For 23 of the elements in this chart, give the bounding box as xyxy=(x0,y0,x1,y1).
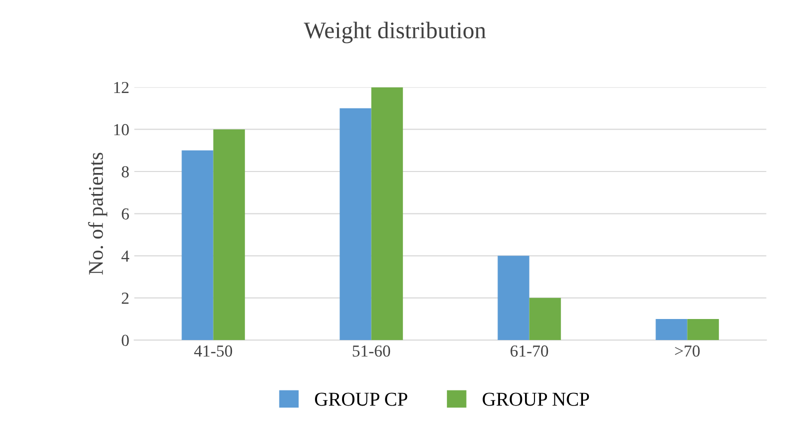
x-tick-label: 51-60 xyxy=(352,345,390,357)
bar xyxy=(687,319,719,340)
bar xyxy=(371,87,403,340)
bar xyxy=(213,129,245,340)
x-tick-label: 41-50 xyxy=(194,345,232,357)
bar xyxy=(182,150,214,340)
bar xyxy=(656,319,688,340)
bar xyxy=(498,256,530,340)
x-tick-label: >70 xyxy=(675,345,700,357)
y-tick-label: 6 xyxy=(122,208,129,220)
y-tick-label: 0 xyxy=(122,334,129,346)
chart-title: Weight distribution xyxy=(304,22,486,44)
y-axis-title: No. of patients xyxy=(88,152,108,275)
bar xyxy=(529,298,561,340)
bar xyxy=(340,108,372,340)
legend-label: GROUP NCP xyxy=(482,392,590,406)
y-tick-label: 2 xyxy=(122,292,129,304)
x-tick-label: 61-70 xyxy=(510,345,548,357)
y-tick-label: 10 xyxy=(114,124,129,136)
legend-label: GROUP CP xyxy=(315,392,408,406)
y-tick-label: 4 xyxy=(121,250,130,262)
y-tick-label: 12 xyxy=(114,82,129,93)
y-tick-label: 8 xyxy=(122,166,129,178)
